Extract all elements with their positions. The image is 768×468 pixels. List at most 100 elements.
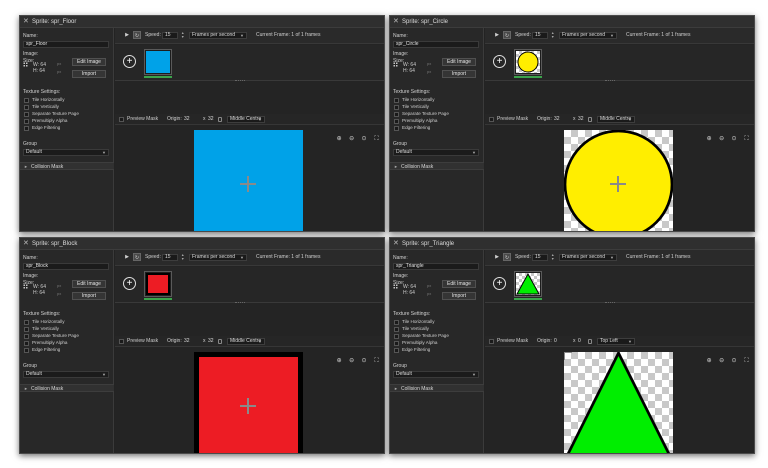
origin-crosshair-icon[interactable]: [240, 176, 256, 192]
play-icon[interactable]: ▶: [495, 32, 499, 38]
checkbox-box[interactable]: [394, 118, 399, 124]
zoom-reset-icon[interactable]: ⊙: [731, 358, 737, 364]
fit-to-view-icon[interactable]: ⛶: [374, 136, 379, 142]
import-button[interactable]: Import: [72, 292, 106, 300]
checkbox-box[interactable]: [24, 97, 29, 103]
checkbox-box[interactable]: [394, 125, 399, 131]
origin-lock-icon[interactable]: [218, 117, 222, 122]
zoom-in-icon[interactable]: ⊕: [706, 358, 712, 364]
zoom-out-icon[interactable]: ⊖: [719, 136, 725, 142]
checkbox-box[interactable]: [24, 333, 29, 339]
collision-mask-header[interactable]: ► Collision Mask: [390, 162, 484, 170]
strip-resize-handle[interactable]: [235, 80, 245, 82]
zoom-in-icon[interactable]: ⊕: [336, 358, 342, 364]
origin-x-input[interactable]: 32: [184, 338, 190, 344]
speed-input[interactable]: 15: [532, 32, 548, 39]
zoom-reset-icon[interactable]: ⊙: [361, 136, 367, 142]
origin-preset-select[interactable]: Top Left ▼: [597, 338, 635, 345]
checkbox-box[interactable]: [394, 319, 399, 325]
zoom-reset-icon[interactable]: ⊙: [731, 136, 737, 142]
frame-thumbnail[interactable]: [144, 271, 172, 297]
zoom-out-icon[interactable]: ⊖: [349, 136, 355, 142]
speed-spinner[interactable]: ▲ ▼: [181, 31, 185, 39]
play-icon[interactable]: ▶: [125, 254, 129, 260]
window-titlebar[interactable]: ✕ Sprite: spr_Block: [20, 238, 384, 250]
origin-crosshair-icon[interactable]: [240, 398, 256, 414]
speed-mode-select[interactable]: Frames per second ▼: [559, 254, 617, 261]
close-icon[interactable]: ✕: [393, 240, 399, 247]
edit-image-button[interactable]: Edit Image: [72, 58, 106, 66]
speed-mode-select[interactable]: Frames per second ▼: [189, 254, 247, 261]
checkbox-box[interactable]: [394, 347, 399, 353]
import-button[interactable]: Import: [442, 70, 476, 78]
group-select[interactable]: Default ▼: [23, 371, 109, 378]
sprite-canvas[interactable]: [564, 352, 673, 453]
sprite-canvas[interactable]: [194, 130, 303, 231]
frame-thumbnail[interactable]: [144, 49, 172, 75]
window-titlebar[interactable]: ✕ Sprite: spr_Triangle: [390, 238, 754, 250]
zoom-in-icon[interactable]: ⊕: [706, 136, 712, 142]
speed-spinner[interactable]: ▲ ▼: [551, 253, 555, 261]
loop-icon[interactable]: ↻: [503, 31, 511, 39]
edit-image-button[interactable]: Edit Image: [442, 280, 476, 288]
origin-preset-select[interactable]: Middle Centre ▼: [227, 338, 265, 345]
close-icon[interactable]: ✕: [393, 18, 399, 25]
resize-grid-icon[interactable]: [393, 62, 398, 67]
zoom-in-icon[interactable]: ⊕: [336, 136, 342, 142]
checkbox-box[interactable]: [24, 111, 29, 117]
resize-grid-icon[interactable]: [393, 284, 398, 289]
origin-lock-icon[interactable]: [588, 339, 592, 344]
zoom-reset-icon[interactable]: ⊙: [361, 358, 367, 364]
collision-mask-header[interactable]: ► Collision Mask: [20, 384, 114, 392]
speed-input[interactable]: 15: [162, 254, 178, 261]
checkbox-box[interactable]: [394, 326, 399, 332]
group-select[interactable]: Default ▼: [393, 149, 479, 156]
origin-lock-icon[interactable]: [218, 339, 222, 344]
origin-y-input[interactable]: 32: [208, 116, 214, 122]
loop-icon[interactable]: ↻: [503, 253, 511, 261]
add-frame-button[interactable]: +: [123, 277, 136, 290]
checkbox-box[interactable]: [394, 333, 399, 339]
window-titlebar[interactable]: ✕ Sprite: spr_Circle: [390, 16, 754, 28]
checkbox-box[interactable]: [24, 104, 29, 110]
speed-input[interactable]: 15: [532, 254, 548, 261]
strip-resize-handle[interactable]: [605, 80, 615, 82]
fit-to-view-icon[interactable]: ⛶: [744, 136, 749, 142]
checkbox-box[interactable]: [24, 340, 29, 346]
play-icon[interactable]: ▶: [125, 32, 129, 38]
speed-spinner[interactable]: ▲ ▼: [181, 253, 185, 261]
sprite-canvas[interactable]: [194, 352, 303, 453]
checkbox-box[interactable]: [24, 326, 29, 332]
origin-preset-select[interactable]: Middle Centre ▼: [227, 116, 265, 123]
checkbox-box[interactable]: [394, 97, 399, 103]
origin-x-input[interactable]: 0: [554, 338, 557, 344]
window-titlebar[interactable]: ✕ Sprite: spr_Floor: [20, 16, 384, 28]
speed-mode-select[interactable]: Frames per second ▼: [189, 32, 247, 39]
play-icon[interactable]: ▶: [495, 254, 499, 260]
close-icon[interactable]: ✕: [23, 240, 29, 247]
import-button[interactable]: Import: [442, 292, 476, 300]
origin-x-input[interactable]: 32: [554, 116, 560, 122]
origin-lock-icon[interactable]: [588, 117, 592, 122]
import-button[interactable]: Import: [72, 70, 106, 78]
origin-x-input[interactable]: 32: [184, 116, 190, 122]
checkbox-box[interactable]: [394, 111, 399, 117]
zoom-out-icon[interactable]: ⊖: [719, 358, 725, 364]
add-frame-button[interactable]: +: [493, 277, 506, 290]
preview-mask-checkbox[interactable]: [489, 339, 494, 344]
group-select[interactable]: Default ▼: [23, 149, 109, 156]
checkbox-box[interactable]: [24, 319, 29, 325]
group-select[interactable]: Default ▼: [393, 371, 479, 378]
speed-spinner[interactable]: ▲ ▼: [551, 31, 555, 39]
origin-y-input[interactable]: 32: [208, 338, 214, 344]
origin-crosshair-icon[interactable]: [564, 352, 572, 360]
fit-to-view-icon[interactable]: ⛶: [744, 358, 749, 364]
sprite-name-input[interactable]: spr_Triangle: [393, 263, 479, 270]
preview-mask-checkbox[interactable]: [119, 339, 124, 344]
origin-crosshair-icon[interactable]: [610, 176, 626, 192]
zoom-out-icon[interactable]: ⊖: [349, 358, 355, 364]
origin-y-input[interactable]: 32: [578, 116, 584, 122]
preview-mask-checkbox[interactable]: [489, 117, 494, 122]
edit-image-button[interactable]: Edit Image: [442, 58, 476, 66]
frame-thumbnail[interactable]: [514, 49, 542, 75]
